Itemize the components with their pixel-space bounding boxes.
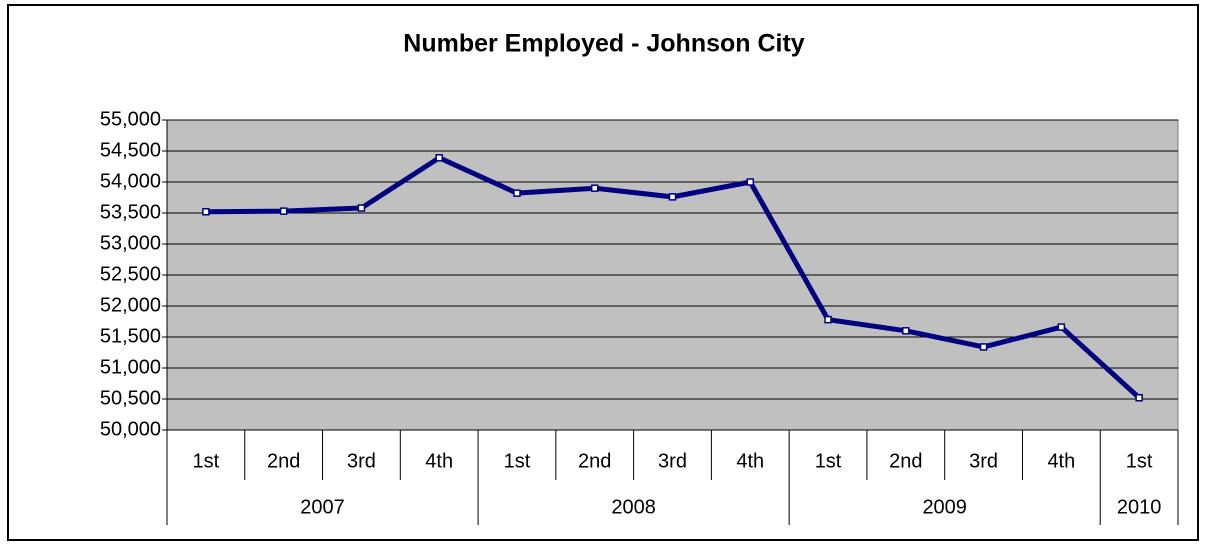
- y-tick-label: 52,000: [100, 294, 161, 316]
- x-tick-label: 1st: [815, 450, 842, 472]
- y-tick-label: 51,000: [100, 356, 161, 378]
- year-label: 2009: [922, 496, 967, 518]
- data-point: [902, 327, 910, 335]
- data-point: [357, 204, 366, 212]
- y-tick-label: 54,000: [100, 170, 161, 192]
- x-tick-label: 4th: [736, 450, 764, 472]
- y-tick-label: 53,500: [100, 201, 161, 223]
- x-tick-label: 1st: [504, 450, 531, 472]
- y-tick-label: 54,500: [100, 139, 161, 161]
- data-point: [746, 178, 755, 186]
- x-tick-label: 3rd: [658, 450, 687, 472]
- data-point: [1057, 323, 1066, 331]
- x-tick-label: 2nd: [889, 450, 922, 472]
- data-point: [1135, 394, 1143, 402]
- data-point: [979, 343, 988, 351]
- x-tick-label: 2nd: [267, 450, 300, 472]
- year-label: 2010: [1117, 496, 1162, 518]
- data-point: [279, 207, 288, 215]
- x-tick-label: 4th: [425, 450, 453, 472]
- data-point: [435, 154, 443, 162]
- x-tick-label: 3rd: [969, 450, 998, 472]
- y-tick-label: 55,000: [100, 108, 161, 130]
- x-tick-label: 4th: [1047, 450, 1075, 472]
- x-tick-label: 1st: [1126, 450, 1153, 472]
- y-tick-label: 52,500: [100, 263, 161, 285]
- data-point: [824, 315, 832, 324]
- data-point: [668, 193, 677, 201]
- x-tick-label: 3rd: [347, 450, 376, 472]
- year-label: 2008: [611, 496, 656, 518]
- y-tick-label: 53,000: [100, 232, 161, 254]
- chart-title: Number Employed - Johnson City: [403, 30, 805, 58]
- x-tick-label: 1st: [193, 450, 220, 472]
- y-tick-label: 51,500: [100, 325, 161, 347]
- data-point: [590, 184, 599, 192]
- year-label: 2007: [300, 496, 345, 518]
- y-tick-label: 50,500: [100, 387, 161, 409]
- data-point: [513, 189, 521, 197]
- y-tick-label: 50,000: [100, 418, 161, 440]
- data-point: [202, 208, 210, 216]
- x-tick-label: 2nd: [578, 450, 611, 472]
